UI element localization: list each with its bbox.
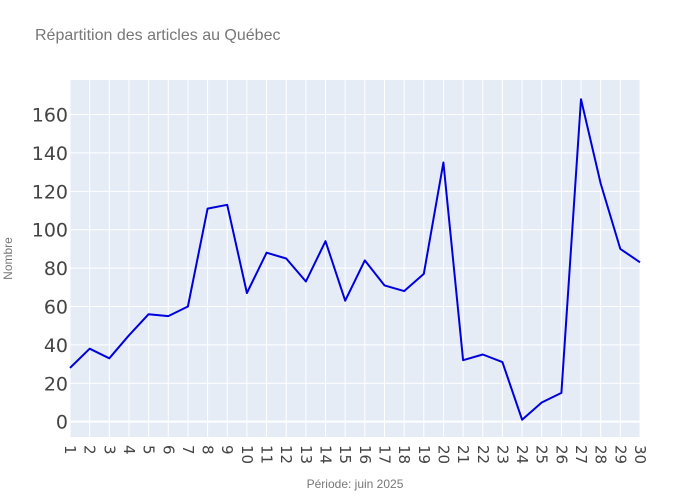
series-line [69,98,641,421]
y-tick-label: 160 [32,105,68,127]
x-gridlines [69,80,641,437]
y-tick-label: 80 [44,258,68,280]
x-tick-label: 4 [120,445,138,455]
x-tick-label: 24 [513,445,531,464]
x-tick-label: 30 [631,445,649,464]
x-tick-labels: 1 2 3 4 5 6 7 8 9 10 11 12 13 14 15 16 17 18 19 20 21 22 23 24 2… [61,445,649,464]
data-points [69,99,641,420]
y-tick-label: 120 [32,181,68,203]
x-tick-label: 13 [297,445,315,464]
y-tick-label: 140 [32,143,68,165]
x-tick-label: 26 [552,445,570,464]
x-tick-label: 23 [493,445,511,464]
x-tick-label: 29 [611,445,629,464]
x-tick-label: 28 [592,445,610,464]
x-tick-label: 19 [415,445,433,464]
y-tick-label: 0 [56,412,68,434]
x-tick-label: 10 [238,445,256,464]
x-tick-label: 27 [572,445,590,464]
x-tick-label: 8 [199,445,217,455]
x-tick-label: 16 [356,445,374,464]
y-tick-label: 100 [32,220,68,242]
x-tick-label: 9 [218,445,236,455]
x-tick-label: 14 [317,445,335,464]
plot-area [70,80,640,437]
x-tick-label: 2 [81,445,99,455]
x-tick-label: 25 [533,445,551,464]
y-tick-labels: 0 20 40 60 80 100 120 140 160 [32,105,68,434]
x-tick-label: 15 [336,445,354,464]
x-tick-label: 3 [100,445,118,455]
y-tick-label: 40 [44,335,68,357]
y-tick-label: 60 [44,296,68,318]
chart-title: Répartition des articles au Québec [35,27,280,44]
x-tick-label: 11 [258,445,276,464]
y-gridlines [70,114,640,423]
y-axis-label: Nombre [1,237,15,280]
y-tick-label: 20 [44,373,68,395]
x-tick-label: 6 [159,445,177,455]
x-tick-label: 12 [277,445,295,464]
x-tick-label: 1 [61,445,79,455]
x-tick-label: 17 [375,445,393,464]
x-axis-label: Période: juin 2025 [307,477,404,491]
x-tick-label: 21 [454,445,472,464]
x-tick-label: 20 [434,445,452,464]
x-tick-label: 22 [474,445,492,464]
x-tick-label: 7 [179,445,197,455]
x-tick-label: 5 [140,445,158,455]
x-tick-label: 18 [395,445,413,464]
